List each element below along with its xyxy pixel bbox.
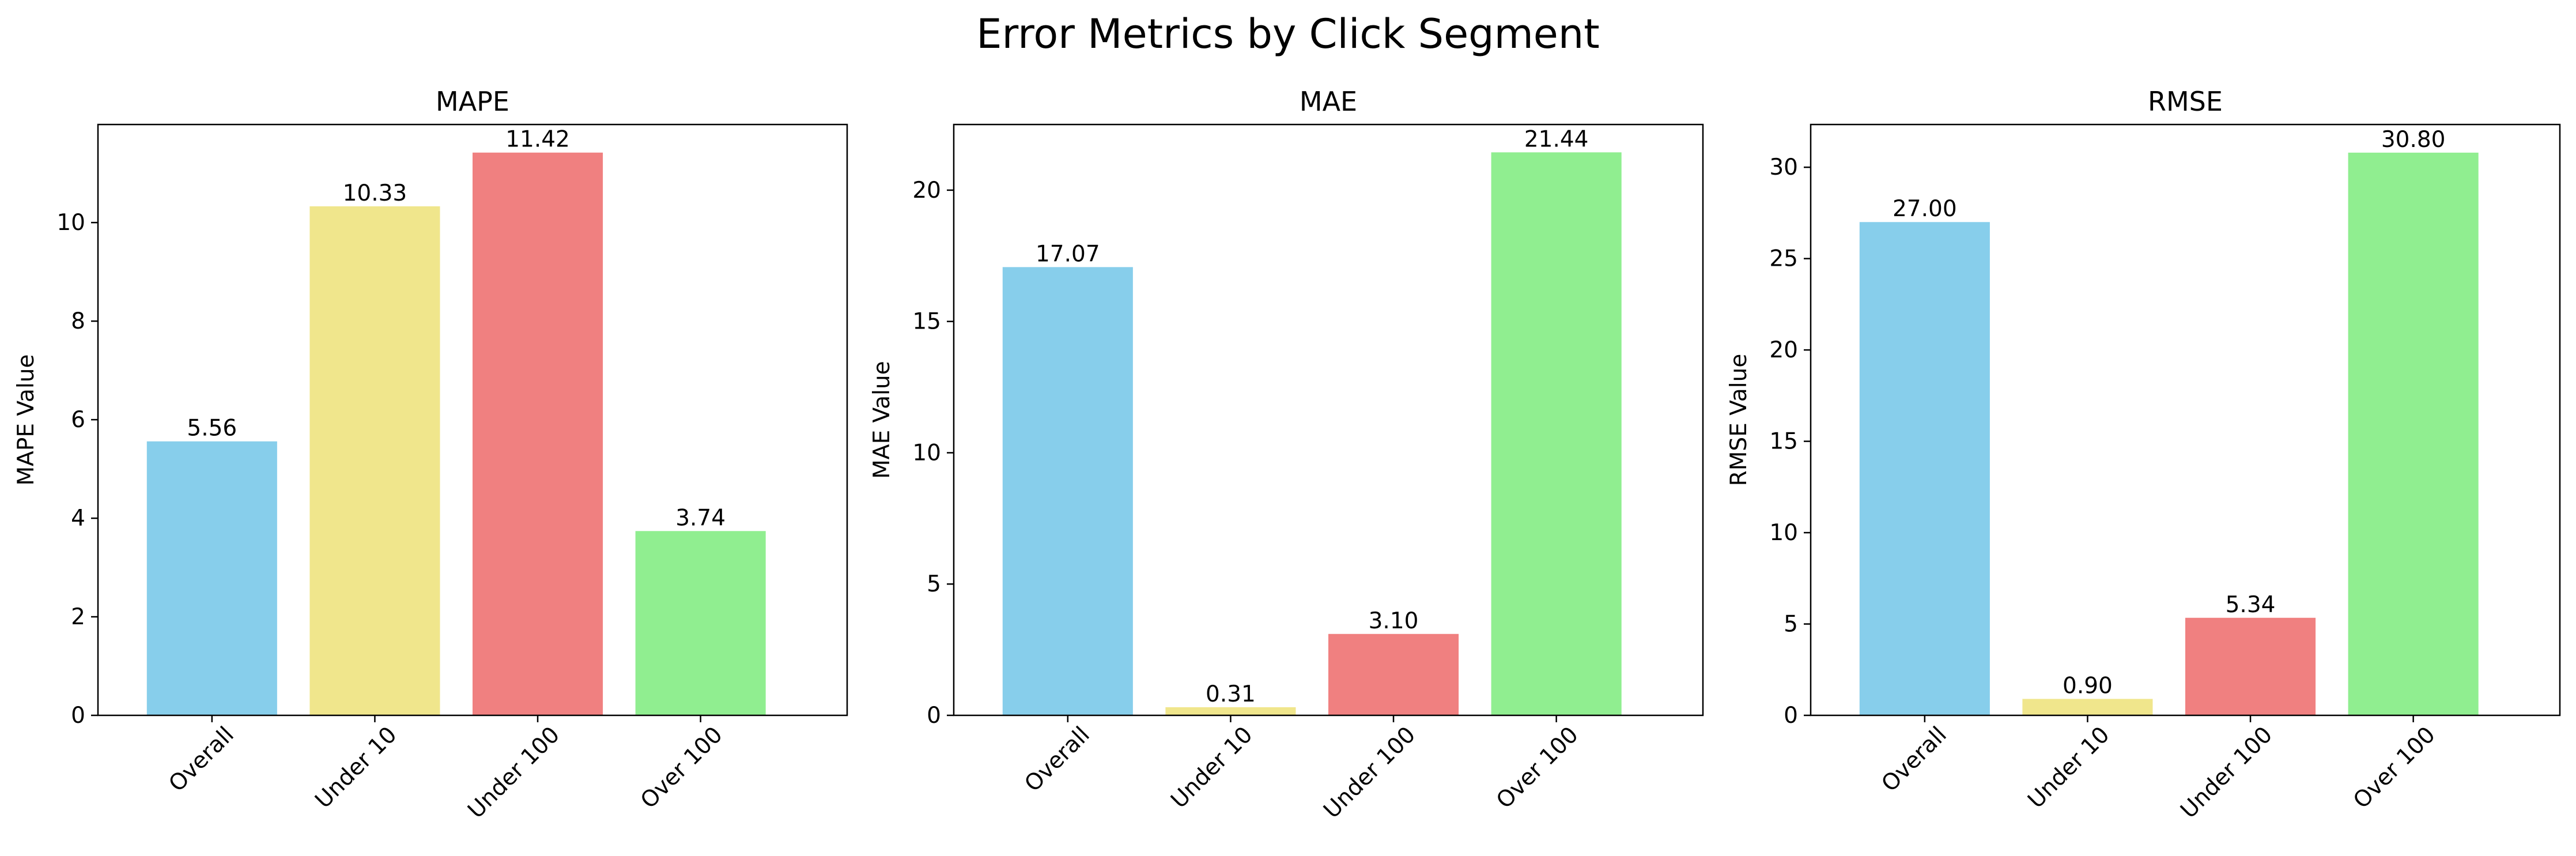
chart-rmse-xtick-label-0: Overall [1877,722,1952,797]
chart-rmse: RMSE 27.00 Overall 0.90 Under 10 5.34 Under 10… [1726,86,2561,824]
chart-mape-value-label-0: 5.56 [187,416,237,442]
chart-mae-axes-frame [953,123,1704,717]
chart-mae-title: MAE [1300,86,1357,117]
chart-mae-ytick-label-1: 5 [927,571,941,597]
chart-mae-bar-3 [1491,152,1622,715]
chart-rmse-bar-3 [2348,152,2479,715]
chart-rmse-bar-1 [2022,699,2153,715]
chart-rmse-value-label-3: 30.80 [2381,127,2446,153]
chart-mape-value-label-3: 3.74 [675,505,726,531]
chart-mae-xtick-label-2: Under 100 [1319,722,1421,824]
chart-mae-xtick-label-1: Under 10 [1166,722,1257,813]
chart-rmse-axes-frame [1810,123,2561,717]
chart-mape-value-label-2: 11.42 [505,127,570,153]
chart-mae-bar-1 [1165,707,1296,715]
chart-mape-ytick-label-0: 0 [71,703,85,729]
chart-rmse-ytick-label-6: 30 [1769,154,1798,180]
chart-mape-ytick-label-1: 2 [71,604,85,630]
chart-rmse-ytick-label-4: 20 [1769,337,1798,363]
chart-mape-bar-3 [635,531,766,715]
chart-mape-xtick-label-1: Under 10 [310,722,402,813]
chart-mape-axes-frame [97,123,848,717]
chart-mape-bar-2 [473,152,603,715]
chart-rmse-title: RMSE [2148,86,2223,117]
chart-rmse-value-label-0: 27.00 [1893,196,1957,222]
chart-rmse-ytick-label-0: 0 [1784,703,1798,729]
chart-rmse-xtick-label-2: Under 100 [2175,722,2277,824]
chart-mae-ytick-label-4: 20 [912,178,941,203]
chart-mape-xtick-label-3: Over 100 [636,722,728,814]
chart-mae-xtick-label-3: Over 100 [1491,722,1584,814]
chart-rmse-ytick-label-5: 25 [1769,246,1798,272]
chart-rmse-bar-2 [2185,617,2316,715]
chart-rmse-value-label-1: 0.90 [2063,673,2113,699]
chart-mape-xtick-label-0: Overall [164,722,239,797]
chart-mape-bar-0 [146,441,277,715]
chart-mape-ytick-label-2: 4 [71,506,85,531]
chart-mape-ylabel: MAPE Value [13,355,39,486]
chart-mae-value-label-1: 0.31 [1206,681,1256,707]
chart-mape-value-label-1: 10.33 [343,180,407,206]
chart-mae-ytick-label-2: 10 [912,440,941,466]
chart-mae-bar-0 [1002,267,1133,715]
chart-mape-title: MAPE [436,86,509,117]
chart-mape-xtick-label-2: Under 100 [463,722,565,824]
chart-mae: MAE 17.07 Overall 0.31 Under 10 3.10 Under 100… [869,86,1704,824]
chart-mae-value-label-3: 21.44 [1524,126,1589,152]
chart-rmse-ytick-label-1: 5 [1784,612,1798,638]
chart-mape: MAPE 5.56 Overall 10.33 Under 10 11.42 Under 1… [13,86,848,824]
chart-mae-bar-2 [1328,633,1459,715]
chart-mape-ytick-label-4: 8 [71,308,85,334]
chart-mape-ytick-label-3: 6 [71,407,85,433]
chart-rmse-bar-0 [1859,222,1990,715]
chart-mae-ylabel: MAE Value [869,361,895,478]
chart-mae-value-label-2: 3.10 [1369,608,1419,634]
figure-title: Error Metrics by Click Segment [976,10,1600,58]
chart-rmse-value-label-2: 5.34 [2226,592,2276,618]
chart-rmse-ytick-label-2: 10 [1769,520,1798,546]
chart-rmse-xtick-label-3: Over 100 [2348,722,2441,814]
chart-mae-ytick-label-3: 15 [912,309,941,335]
chart-mae-xtick-label-0: Overall [1020,722,1095,797]
chart-rmse-ytick-label-3: 15 [1769,429,1798,455]
chart-rmse-ylabel: RMSE Value [1726,354,1752,487]
chart-mae-ytick-label-0: 0 [927,703,941,729]
chart-mape-bar-1 [309,206,440,715]
chart-mae-value-label-0: 17.07 [1036,241,1100,267]
chart-mape-ytick-label-5: 10 [56,210,85,236]
chart-rmse-xtick-label-1: Under 10 [2023,722,2114,813]
